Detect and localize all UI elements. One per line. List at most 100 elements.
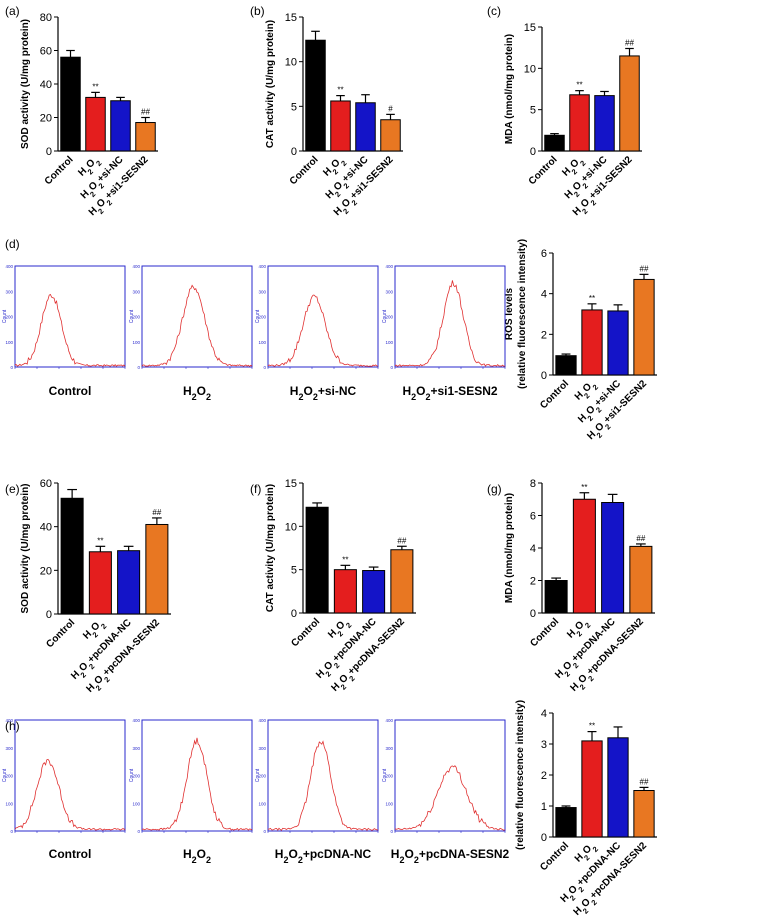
histogram-y-tick: 200 — [385, 315, 393, 320]
panel-label: (b) — [250, 4, 265, 18]
y-tick-label: 40 — [40, 79, 52, 91]
histogram-y-tick: 300 — [5, 746, 13, 751]
bar — [581, 740, 603, 838]
panel-label: (c) — [487, 4, 501, 18]
histogram-y-tick: 100 — [132, 340, 140, 345]
y-tick-label: 0 — [291, 146, 297, 158]
significance-mark: ** — [92, 82, 98, 91]
bar — [581, 309, 603, 376]
histogram-label: H2O2 — [183, 847, 211, 865]
y-tick-label: 3 — [541, 739, 547, 751]
histogram-y-tick: 0 — [263, 829, 266, 834]
histogram-y-tick: 300 — [385, 289, 393, 294]
y-tick-label: 0 — [530, 146, 536, 158]
panel-label: (a) — [5, 4, 20, 18]
panel-label: (g) — [487, 482, 502, 496]
histogram-y-label: Count — [129, 309, 135, 323]
histogram-curve — [394, 280, 506, 367]
y-tick-label: 6 — [541, 248, 547, 260]
significance-mark: ## — [640, 264, 649, 273]
significance-mark: ## — [141, 108, 150, 117]
histogram-frame — [394, 265, 506, 368]
y-axis-label: MDA (nmol/mg protein) — [504, 34, 515, 144]
bar — [633, 278, 655, 376]
y-tick-label: 40 — [40, 522, 52, 534]
y-tick-label: 15 — [524, 22, 536, 34]
bar-chart-a: (a) 0 20 40 60 80 SOD activity (U/mg protein) C… — [5, 4, 158, 218]
y-axis-label: CAT activity (U/mg protein) — [265, 20, 276, 148]
category-label: Control — [528, 616, 561, 649]
bar-chart-h: (h) 0 1 2 3 4 (relative fluorescence intensity… — [5, 700, 657, 918]
y-axis-label-line2: (relative fluorescence intensity) — [517, 239, 528, 389]
bar — [633, 790, 655, 838]
significance-mark: ** — [581, 483, 587, 492]
category-label: Control — [44, 617, 77, 650]
bar — [544, 580, 568, 614]
flow-histogram-3: 400 300 200 100 0 Count H2O2+si-NC — [255, 264, 379, 402]
histogram-y-tick: 100 — [132, 801, 140, 806]
histogram-y-label: Count — [382, 309, 388, 323]
histogram-label: H2O2+pcDNA-SESN2 — [391, 847, 510, 865]
histogram-y-tick: 200 — [258, 315, 266, 320]
category-label: Control — [289, 616, 322, 649]
category-label: H2O2 — [573, 378, 600, 405]
histogram-y-tick: 400 — [385, 718, 393, 723]
y-tick-label: 4 — [541, 708, 547, 720]
histogram-y-tick: 200 — [258, 774, 266, 779]
flow-histogram-2: 400 300 200 100 0 Count H2O2 — [129, 264, 253, 402]
histogram-y-tick: 200 — [385, 774, 393, 779]
category-label: Control — [43, 154, 76, 187]
bar-chart-d: (d) 0 2 4 6 ROS levels (relative fluorescence … — [5, 237, 657, 442]
bar — [380, 119, 401, 152]
flow-histogram-2: 400 300 200 100 0 Count H2O2 — [129, 718, 253, 865]
panel-label: (h) — [5, 719, 20, 733]
bar — [555, 807, 577, 838]
histogram-y-tick: 100 — [5, 340, 13, 345]
bar — [619, 55, 640, 152]
category-label: H2O2 — [321, 154, 348, 181]
y-tick-label: 0 — [291, 608, 297, 620]
histogram-y-label: Count — [255, 768, 261, 782]
histogram-label: Control — [49, 847, 92, 861]
histogram-frame — [14, 265, 126, 368]
histogram-frame — [141, 265, 253, 368]
y-tick-label: 5 — [291, 101, 297, 113]
significance-mark: ** — [589, 294, 595, 303]
histogram-label: Control — [49, 384, 92, 398]
histogram-curve — [394, 765, 506, 831]
bar-chart-g: (g) 0 2 4 6 8 MDA (nmol/mg protein) Control ** H2… — [487, 478, 655, 694]
bar — [569, 94, 590, 152]
bar — [60, 497, 84, 615]
bar — [390, 549, 414, 614]
bar — [117, 550, 141, 615]
category-label: H2O2 — [326, 616, 353, 643]
bar — [305, 506, 329, 614]
significance-mark: ## — [636, 534, 645, 543]
y-tick-label: 20 — [40, 565, 52, 577]
category-label: Control — [538, 378, 571, 411]
bar — [110, 100, 131, 152]
flow-histogram-3: 400 300 200 100 0 Count H2O2+pcDNA-NC — [255, 718, 379, 865]
y-tick-label: 15 — [285, 12, 297, 24]
bar — [60, 56, 81, 152]
flow-histogram-1: 400 300 200 100 0 Count Control — [2, 718, 126, 861]
y-axis-label: MDA (nmol/mg protein) — [504, 493, 515, 603]
histogram-y-tick: 400 — [5, 718, 13, 723]
y-tick-label: 8 — [530, 478, 536, 490]
flow-histogram-4: 400 300 200 100 0 Count H2O2+si1-SESN2 — [382, 264, 506, 402]
significance-mark: ** — [576, 81, 582, 90]
category-label: H2O2 — [76, 154, 103, 181]
histogram-y-tick: 100 — [385, 340, 393, 345]
significance-mark: ** — [589, 722, 595, 731]
histogram-y-tick: 200 — [5, 774, 13, 779]
category-label: H2O2 — [565, 616, 592, 643]
histogram-y-tick: 0 — [390, 365, 393, 370]
histogram-y-tick: 0 — [137, 365, 140, 370]
histogram-y-tick: 400 — [258, 718, 266, 723]
bar — [555, 355, 577, 376]
y-tick-label: 0 — [46, 609, 52, 621]
significance-mark: ## — [640, 777, 649, 786]
histogram-y-tick: 400 — [132, 264, 140, 269]
histogram-curve — [141, 284, 253, 367]
histogram-label: H2O2+pcDNA-NC — [275, 847, 372, 865]
